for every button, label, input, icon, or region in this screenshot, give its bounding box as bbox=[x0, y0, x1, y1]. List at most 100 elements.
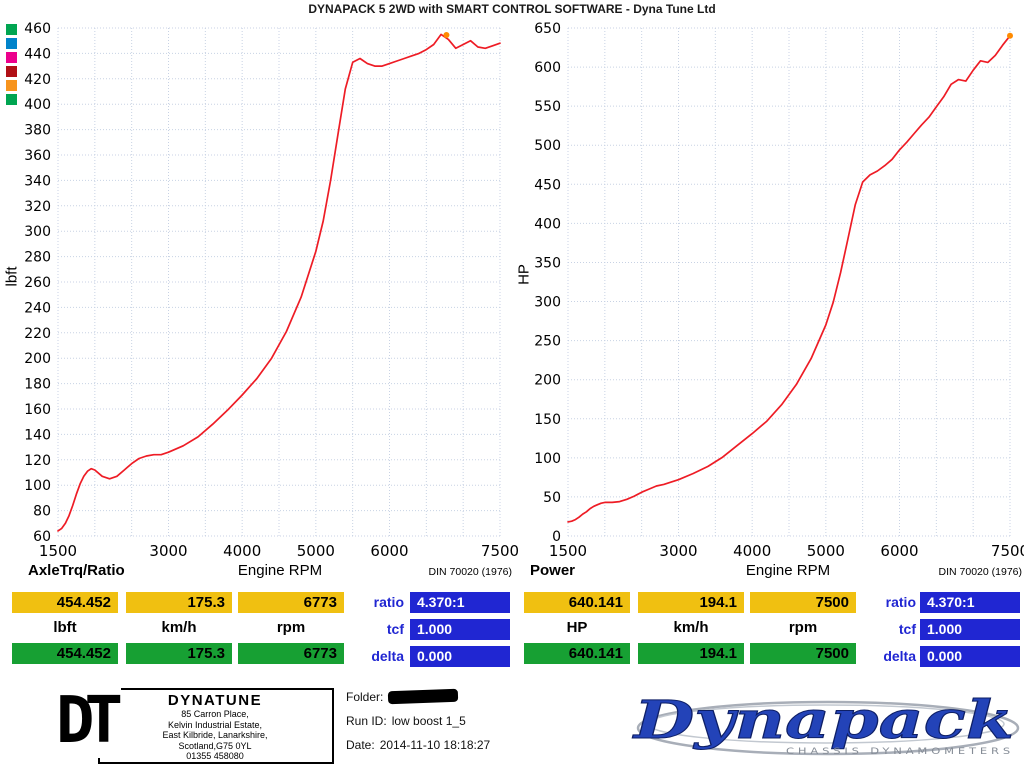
svg-text:6000: 6000 bbox=[880, 542, 918, 560]
legend-swatch bbox=[6, 52, 17, 63]
power-chart-title: Power bbox=[530, 562, 576, 579]
svg-text:300: 300 bbox=[24, 224, 51, 240]
power-cursor-readout: 640.141 bbox=[524, 643, 630, 664]
svg-text:400: 400 bbox=[24, 97, 51, 113]
torque-chart-title: AxleTrq/Ratio bbox=[28, 562, 125, 579]
legend-swatches bbox=[6, 24, 17, 108]
power-unit-label: HP bbox=[566, 619, 588, 636]
power-chart[interactable]: 0 50 100 150 200 250 300 350 400 450 500 550 600 650 1… bbox=[514, 14, 1024, 562]
engine-rpm-label-left: Engine RPM bbox=[237, 562, 323, 579]
svg-text:4000: 4000 bbox=[223, 542, 261, 560]
ratio-label-left: ratio bbox=[373, 594, 404, 610]
rpm-unit-label-left: rpm bbox=[276, 619, 306, 636]
svg-text:500: 500 bbox=[534, 138, 561, 154]
folder-row: Folder: bbox=[346, 688, 490, 714]
tcf-value-left: 1.000 bbox=[410, 619, 510, 640]
svg-text:150: 150 bbox=[534, 412, 561, 428]
dynatune-address-line: Kelvin Industrial Estate, bbox=[167, 719, 263, 730]
rpm-cursor-readout-left: 6773 bbox=[238, 643, 344, 664]
svg-text:180: 180 bbox=[24, 377, 51, 393]
ratio-value-right: 4.370:1 bbox=[920, 592, 1020, 613]
svg-text:460: 460 bbox=[24, 21, 51, 37]
svg-text:5000: 5000 bbox=[297, 542, 335, 560]
dynatune-address-line: East Kilbride, Lanarkshire, bbox=[162, 730, 268, 740]
delta-label-right: delta bbox=[883, 648, 916, 664]
dynatune-dt-mark: DT bbox=[56, 684, 123, 758]
svg-text:600: 600 bbox=[534, 60, 561, 76]
folder-value-redacted bbox=[388, 688, 459, 705]
date-label: Date: bbox=[346, 738, 375, 752]
svg-text:350: 350 bbox=[534, 255, 561, 271]
svg-text:440: 440 bbox=[24, 46, 51, 62]
speed-readout-right: 194.1 bbox=[638, 592, 744, 613]
svg-text:50: 50 bbox=[543, 490, 561, 506]
dynatune-address-line: 85 Carron Place, bbox=[181, 709, 249, 719]
svg-text:1500: 1500 bbox=[549, 542, 587, 560]
svg-text:280: 280 bbox=[24, 250, 51, 266]
legend-swatch bbox=[6, 80, 17, 91]
rpm-readout-left: 6773 bbox=[238, 592, 344, 613]
din-standard-note-left: DIN 70020 (1976) bbox=[428, 566, 512, 578]
svg-text:260: 260 bbox=[24, 275, 51, 291]
legend-swatch bbox=[6, 66, 17, 77]
ratio-value-left: 4.370:1 bbox=[410, 592, 510, 613]
run-info: Folder: Run ID: low boost 1_5 Date: 2014-1… bbox=[346, 688, 490, 762]
svg-text:160: 160 bbox=[24, 402, 51, 418]
svg-text:250: 250 bbox=[534, 334, 561, 350]
date-row: Date: 2014-11-10 18:18:27 bbox=[346, 738, 490, 762]
svg-text:450: 450 bbox=[534, 177, 561, 193]
svg-text:4000: 4000 bbox=[733, 542, 771, 560]
svg-text:140: 140 bbox=[24, 427, 51, 443]
tcf-value-right: 1.000 bbox=[920, 619, 1020, 640]
svg-text:650: 650 bbox=[534, 21, 561, 37]
svg-text:1500: 1500 bbox=[39, 542, 77, 560]
svg-text:400: 400 bbox=[534, 216, 561, 232]
dynatune-address-line: Scotland,G75 0YL bbox=[178, 740, 252, 751]
svg-text:320: 320 bbox=[24, 199, 51, 215]
svg-text:340: 340 bbox=[24, 173, 51, 189]
torque-peak-readout: 454.452 bbox=[12, 592, 118, 613]
rpm-readout-right: 7500 bbox=[750, 592, 856, 613]
delta-label-left: delta bbox=[371, 648, 404, 664]
svg-text:7500: 7500 bbox=[991, 542, 1024, 560]
svg-text:200: 200 bbox=[534, 373, 561, 389]
svg-text:120: 120 bbox=[24, 453, 51, 469]
power-peak-readout: 640.141 bbox=[524, 592, 630, 613]
run-id-label: Run ID: bbox=[346, 714, 387, 728]
speed-readout-left: 175.3 bbox=[126, 592, 232, 613]
svg-text:380: 380 bbox=[24, 123, 51, 139]
rpm-cursor-readout-right: 7500 bbox=[750, 643, 856, 664]
engine-rpm-label-right: Engine RPM bbox=[745, 562, 831, 579]
dynapack-swoosh-outer bbox=[636, 700, 1020, 756]
svg-text:240: 240 bbox=[24, 300, 51, 316]
legend-swatch bbox=[6, 38, 17, 49]
svg-text:360: 360 bbox=[24, 148, 51, 164]
legend-swatch bbox=[6, 24, 17, 35]
svg-text:3000: 3000 bbox=[149, 542, 187, 560]
tcf-label-left: tcf bbox=[386, 621, 404, 637]
svg-text:200: 200 bbox=[24, 351, 51, 367]
speed-cursor-readout-right: 194.1 bbox=[638, 643, 744, 664]
dynapack-wordmark: Dynapack bbox=[631, 690, 1014, 751]
tcf-label-right: tcf bbox=[898, 621, 916, 637]
date-value: 2014-11-10 18:18:27 bbox=[379, 738, 491, 752]
dynatune-name: DYNATUNE bbox=[167, 692, 263, 709]
delta-value-left: 0.000 bbox=[410, 646, 510, 667]
svg-text:80: 80 bbox=[33, 504, 51, 520]
speed-unit-label-left: km/h bbox=[161, 619, 197, 636]
svg-text:5000: 5000 bbox=[807, 542, 845, 560]
torque-chart[interactable]: 60 80 100 120 140 160 180 200 220 240 260 280 300 320… bbox=[4, 14, 519, 562]
svg-text:7500: 7500 bbox=[481, 542, 519, 560]
dynatune-address-line: 01355 458080 bbox=[186, 751, 244, 761]
torque-cursor-readout: 454.452 bbox=[12, 643, 118, 664]
svg-text:6000: 6000 bbox=[370, 542, 408, 560]
svg-text:420: 420 bbox=[24, 72, 51, 88]
app-title: DYNAPACK 5 2WD with SMART CONTROL SOFTWA… bbox=[308, 2, 716, 16]
svg-text:220: 220 bbox=[24, 326, 51, 342]
svg-text:300: 300 bbox=[534, 295, 561, 311]
folder-label: Folder: bbox=[346, 690, 384, 704]
svg-text:0: 0 bbox=[552, 529, 561, 545]
svg-text:3000: 3000 bbox=[659, 542, 697, 560]
ratio-label-right: ratio bbox=[885, 594, 916, 610]
